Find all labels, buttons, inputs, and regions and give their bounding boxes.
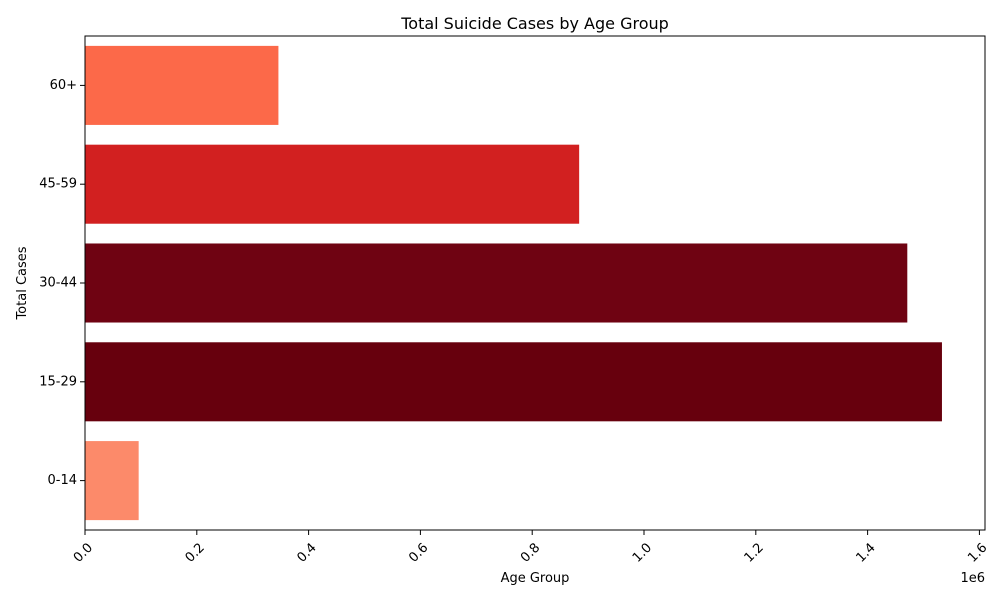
y-tick-label: 0-14 [47,473,77,488]
bar-60+ [85,45,279,125]
y-tick-label: 45-59 [39,177,77,192]
bar-45-59 [85,144,580,224]
bars [85,45,942,521]
x-axis-offset-label: 1e6 [960,571,985,586]
bar-15-29 [85,342,942,422]
chart-title: Total Suicide Cases by Age Group [400,14,669,33]
bar-0-14 [85,441,139,521]
x-tick-label: 0.6 [406,540,431,565]
x-axis-ticks: 0.0 0.2 0.4 0.6 0.8 1.0 1.2 1.4 1.6 [71,530,990,566]
y-axis-ticks: 0-14 15-29 30-44 45-59 60+ [39,78,85,488]
bar-30-44 [85,243,908,323]
x-tick-label: 0.4 [294,540,319,565]
y-tick-label: 30-44 [39,276,77,291]
y-tick-label: 15-29 [39,374,77,389]
x-axis-label: Age Group [501,571,570,586]
x-tick-label: 1.0 [630,540,655,565]
x-tick-label: 1.6 [965,540,990,565]
y-axis-label: Total Cases [15,246,30,320]
x-tick-label: 1.2 [742,540,767,565]
plot-frame [84,35,986,531]
x-tick-label: 0.0 [71,540,96,565]
x-tick-label: 0.2 [183,540,208,565]
x-tick-label: 0.8 [518,540,543,565]
x-tick-label: 1.4 [853,540,878,565]
y-tick-label: 60+ [50,78,77,93]
